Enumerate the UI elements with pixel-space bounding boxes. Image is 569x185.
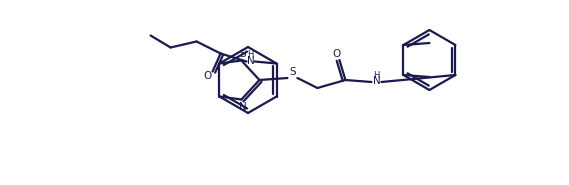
Text: O: O bbox=[332, 49, 340, 59]
Text: S: S bbox=[289, 67, 296, 77]
Text: H: H bbox=[373, 70, 380, 80]
Text: N: N bbox=[238, 102, 246, 112]
Text: O: O bbox=[204, 70, 212, 80]
Text: N: N bbox=[373, 76, 380, 86]
Text: S: S bbox=[239, 48, 246, 58]
Text: H: H bbox=[248, 50, 254, 59]
Text: N: N bbox=[247, 56, 254, 65]
